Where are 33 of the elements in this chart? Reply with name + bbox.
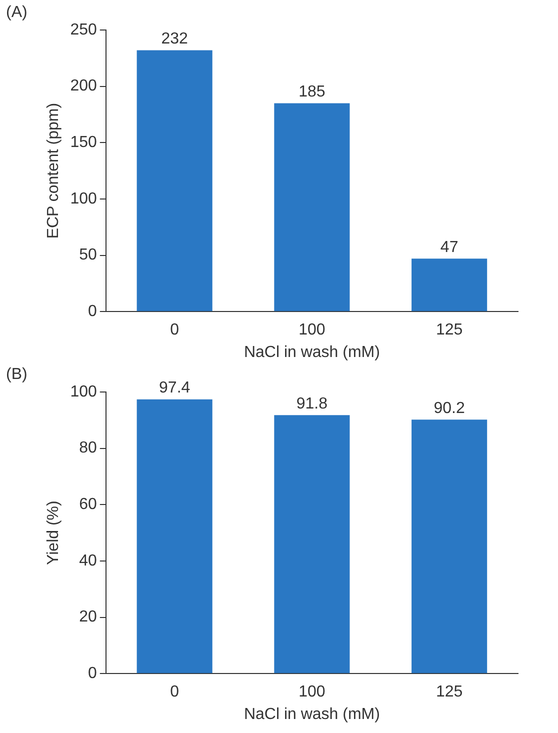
- y-tick-label: 200: [70, 78, 97, 95]
- y-axis-title: ECP content (ppm): [45, 102, 62, 239]
- y-tick-label: 0: [88, 303, 97, 320]
- x-tick-label: 100: [298, 684, 326, 701]
- y-tick-label: 250: [70, 21, 97, 38]
- x-tick-label: 125: [436, 684, 463, 701]
- y-axis-title: Yield (%): [45, 500, 62, 565]
- y-tick-label: 40: [79, 552, 97, 570]
- data-label: 91.8: [296, 395, 328, 412]
- bar: [274, 103, 350, 312]
- y-tick-label: 100: [70, 190, 97, 208]
- y-tick-label: 0: [88, 665, 97, 682]
- x-tick-label: 125: [436, 322, 463, 339]
- y-tick-label: 50: [79, 246, 97, 264]
- data-label: 47: [440, 239, 458, 256]
- x-tick-label: 100: [298, 322, 326, 339]
- y-tick-label: 150: [70, 134, 97, 152]
- bar: [136, 50, 212, 312]
- x-axis-title: NaCl in wash (mM): [244, 344, 380, 361]
- text: (B): [6, 366, 28, 384]
- data-label: 97.4: [159, 380, 190, 397]
- data-label: 185: [298, 84, 326, 101]
- x-tick-label: 0: [170, 322, 180, 339]
- data-label: 90.2: [434, 400, 465, 418]
- bar: [412, 258, 488, 312]
- x-axis-title: NaCl in wash (mM): [244, 706, 380, 723]
- y-tick-label: 20: [79, 608, 97, 626]
- text: (A): [6, 4, 28, 22]
- x-tick-label: 0: [170, 684, 180, 701]
- y-tick-label: 60: [79, 496, 97, 514]
- y-tick-label: 80: [79, 440, 97, 457]
- data-label: 232: [161, 30, 188, 48]
- y-tick-label: 100: [70, 383, 97, 400]
